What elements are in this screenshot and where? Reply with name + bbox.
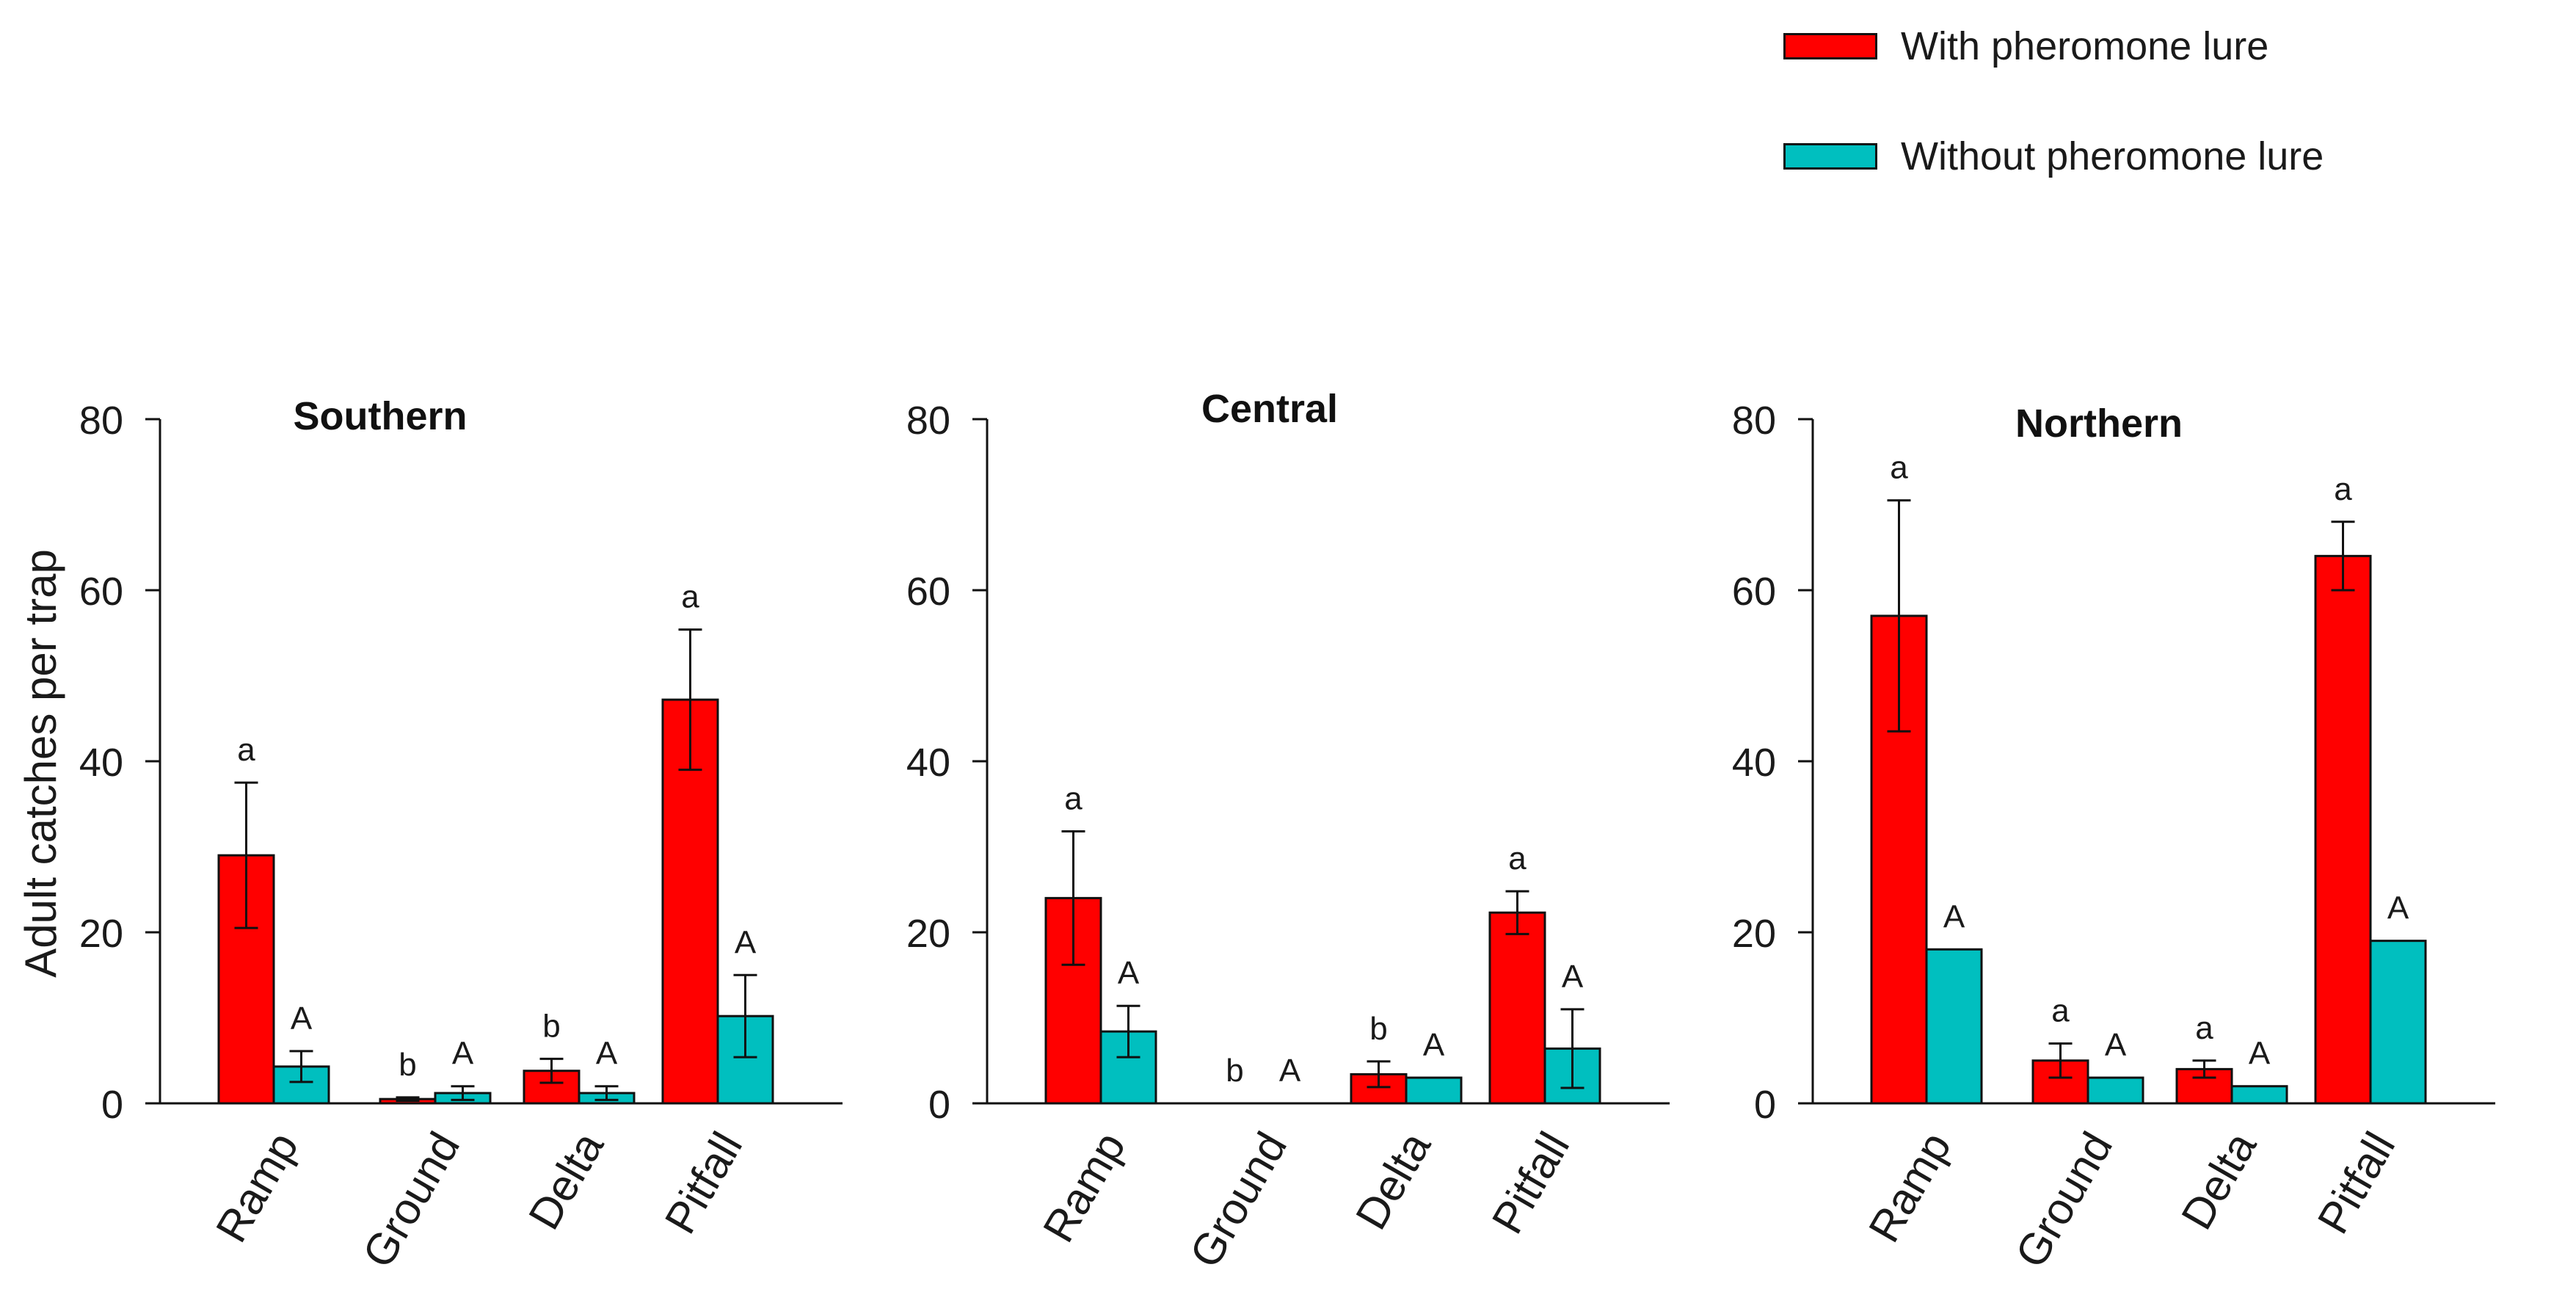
y-tick-label: 60 xyxy=(79,570,123,614)
significance-letter: A xyxy=(2387,890,2409,926)
legend-label-without: Without pheromone lure xyxy=(1901,134,2324,178)
significance-letter: a xyxy=(1890,450,1908,486)
significance-letter: A xyxy=(596,1036,618,1072)
panel-title: Southern xyxy=(294,394,467,438)
significance-letter: a xyxy=(237,732,255,768)
significance-letter: A xyxy=(735,924,757,960)
x-tick-label-ground: Ground xyxy=(2006,1124,2122,1276)
y-tick-label: 20 xyxy=(906,912,950,956)
y-axis-label: Adult catches per trap xyxy=(16,549,65,978)
bar-with-lure-pitfall xyxy=(1488,911,1546,1105)
bar-with-lure-pitfall xyxy=(2314,554,2372,1105)
significance-letter: A xyxy=(1118,955,1140,991)
significance-letter: A xyxy=(2249,1036,2271,1072)
y-tick-label: 0 xyxy=(1754,1083,1776,1127)
significance-letter: A xyxy=(452,1036,474,1072)
y-tick-label: 60 xyxy=(906,570,950,614)
significance-letter: a xyxy=(2051,992,2070,1028)
x-tick-label-delta: Delta xyxy=(1346,1123,1440,1237)
y-tick-label: 40 xyxy=(906,741,950,785)
y-tick-label: 60 xyxy=(1732,570,1776,614)
significance-letter: A xyxy=(1562,959,1584,995)
panel-title: Central xyxy=(1201,387,1338,431)
significance-letter: A xyxy=(2105,1027,2127,1063)
bar-without-lure-pitfall xyxy=(2369,940,2427,1105)
x-tick-label-ground: Ground xyxy=(353,1124,469,1276)
y-tick-label: 20 xyxy=(79,912,123,956)
legend-item-with: With pheromone lure xyxy=(1783,23,2268,69)
y-tick-label: 80 xyxy=(79,399,123,443)
significance-letter: a xyxy=(1064,781,1083,817)
legend-item-without: Without pheromone lure xyxy=(1783,134,2324,179)
significance-letter: A xyxy=(1279,1053,1301,1089)
bar-without-lure-delta xyxy=(2230,1085,2288,1105)
legend-swatch-without xyxy=(1783,143,1877,170)
significance-letter: A xyxy=(1943,899,1965,934)
y-tick-label: 40 xyxy=(79,741,123,785)
significance-letter: A xyxy=(1423,1027,1445,1063)
significance-letter: b xyxy=(1369,1011,1387,1047)
x-tick-label-pitfall: Pitfall xyxy=(1482,1124,1579,1242)
y-tick-label: 0 xyxy=(101,1083,123,1127)
significance-letter: A xyxy=(291,1001,313,1037)
significance-letter: b xyxy=(399,1047,416,1083)
significance-letter: a xyxy=(1508,841,1527,876)
x-tick-label-ramp: Ramp xyxy=(1859,1124,1960,1250)
bar-without-lure-delta xyxy=(1405,1076,1463,1105)
legend-label-with: With pheromone lure xyxy=(1901,24,2269,68)
x-tick-label-ramp: Ramp xyxy=(206,1124,308,1250)
y-tick-label: 0 xyxy=(928,1083,950,1127)
x-tick-label-delta: Delta xyxy=(2172,1123,2266,1237)
y-tick-label: 80 xyxy=(906,399,950,443)
significance-letter: b xyxy=(542,1008,560,1044)
significance-letter: a xyxy=(2195,1010,2213,1046)
significance-letter: a xyxy=(681,579,699,615)
y-tick-label: 40 xyxy=(1732,741,1776,785)
significance-letter: a xyxy=(2334,471,2352,507)
y-tick-label: 80 xyxy=(1732,399,1776,443)
x-tick-label-pitfall: Pitfall xyxy=(655,1124,752,1242)
bar-without-lure-ramp xyxy=(1925,948,1983,1105)
x-tick-label-pitfall: Pitfall xyxy=(2308,1124,2404,1242)
x-tick-label-ground: Ground xyxy=(1180,1124,1296,1276)
significance-letter: b xyxy=(1226,1053,1243,1089)
x-tick-label-ramp: Ramp xyxy=(1033,1124,1135,1250)
x-tick-label-delta: Delta xyxy=(519,1123,613,1237)
y-tick-label: 20 xyxy=(1732,912,1776,956)
panel-title: Northern xyxy=(2015,402,2183,446)
bar-without-lure-ground xyxy=(2086,1076,2144,1105)
legend-swatch-with xyxy=(1783,33,1877,59)
